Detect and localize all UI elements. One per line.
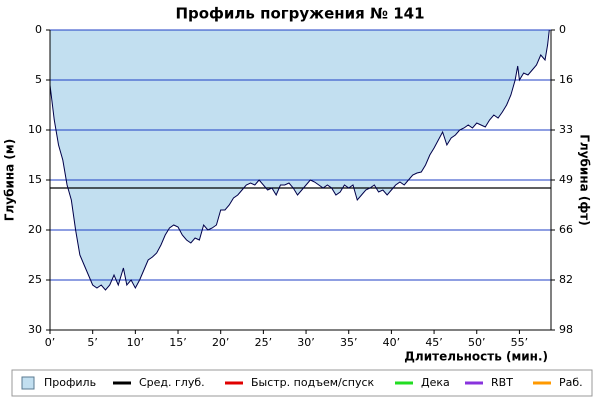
- x-tick-label: 45’: [425, 336, 443, 349]
- profile-line: [49, 29, 550, 291]
- legend-box: [11, 369, 593, 397]
- y2-tick-label: 33: [559, 123, 573, 136]
- legend-label: Дека: [421, 376, 450, 389]
- x-tick-label: 10’: [127, 336, 145, 349]
- legend-label: Раб.: [559, 376, 583, 389]
- x-tick-label: 35’: [340, 336, 358, 349]
- legend-label: Профиль: [44, 376, 96, 389]
- x-tick-label: 25’: [255, 336, 273, 349]
- y-tick-label: 30: [28, 323, 42, 336]
- y2-tick-label: 16: [559, 73, 573, 86]
- x-tick-label: 15’: [169, 336, 187, 349]
- y-tick-label: 5: [35, 73, 42, 86]
- x-tick-label: 0’: [45, 336, 56, 349]
- y-tick-label: 10: [28, 123, 42, 136]
- y-tick-label: 20: [28, 223, 42, 236]
- legend-swatch: [21, 376, 35, 390]
- x-tick-label: 40’: [383, 336, 401, 349]
- y2-axis-title: Глубина (фт): [578, 134, 592, 225]
- legend-label: RBT: [491, 376, 513, 389]
- y-tick-label: 0: [35, 23, 42, 36]
- y2-tick-label: 66: [559, 223, 573, 236]
- x-tick-label: 50’: [468, 336, 486, 349]
- x-tick-label: 30’: [297, 336, 315, 349]
- legend-label: Сред. глуб.: [139, 376, 205, 389]
- y-tick-label: 15: [28, 173, 42, 186]
- y2-tick-label: 98: [559, 323, 573, 336]
- y-axis-title: Глубина (м): [3, 139, 17, 221]
- x-tick-label: 5’: [87, 336, 98, 349]
- x-tick-label: 20’: [212, 336, 230, 349]
- profile-area: [50, 30, 550, 290]
- y2-tick-label: 82: [559, 273, 573, 286]
- x-tick-label: 55’: [511, 336, 529, 349]
- chart-title: Профиль погружения № 141: [175, 5, 424, 23]
- legend-label: Быстр. подъем/спуск: [251, 376, 375, 389]
- y-tick-label: 25: [28, 273, 42, 286]
- y2-tick-label: 49: [559, 173, 573, 186]
- x-axis-title: Длительность (мин.): [404, 350, 548, 364]
- y2-tick-label: 0: [559, 23, 566, 36]
